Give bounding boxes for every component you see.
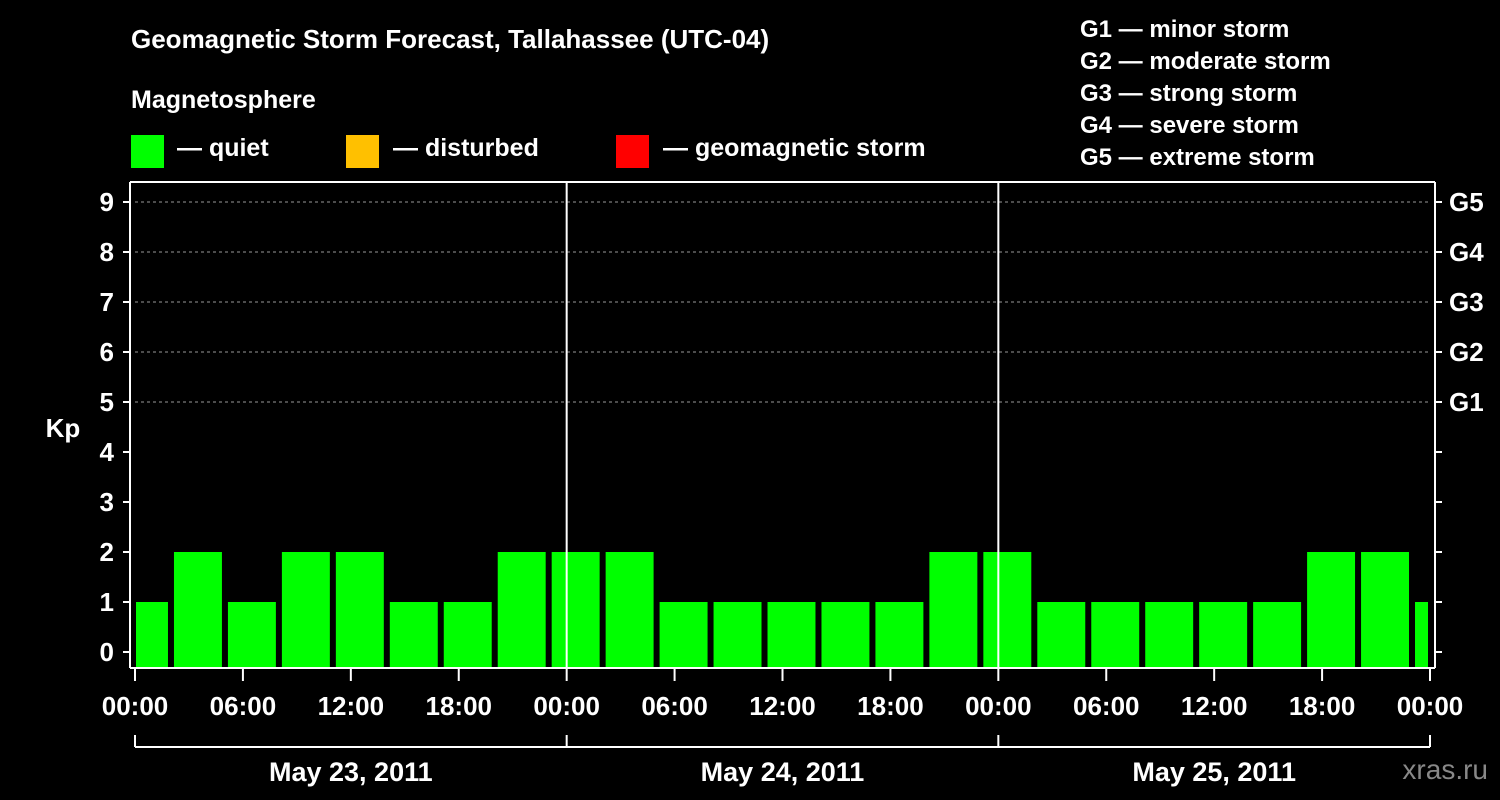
g-scale-item-g4: G4 — severe storm	[1080, 112, 1299, 139]
y-tick-label-7: 7	[100, 287, 114, 317]
x-tick-label-8: 00:00	[965, 691, 1032, 721]
x-tick-label-7: 18:00	[857, 691, 924, 721]
kp-bar-19	[1145, 602, 1194, 668]
kp-bar-7	[497, 552, 546, 668]
x-tick-label-6: 12:00	[749, 691, 816, 721]
kp-bar-17	[1037, 602, 1086, 668]
g-level-label-g4: G4	[1449, 237, 1484, 267]
legend-swatch-storm	[616, 135, 649, 168]
x-tick-label-5: 06:00	[641, 691, 708, 721]
kp-bar-6	[443, 602, 492, 668]
x-tick-label-0: 00:00	[102, 691, 169, 721]
x-tick-label-12: 00:00	[1397, 691, 1464, 721]
legend-heading: Magnetosphere	[131, 86, 316, 114]
y-tick-label-3: 3	[100, 487, 114, 517]
kp-bar-5	[389, 602, 438, 668]
x-tick-label-1: 06:00	[210, 691, 277, 721]
kp-bar-22	[1307, 552, 1356, 668]
kp-bar-24	[1415, 602, 1428, 668]
x-tick-label-2: 12:00	[318, 691, 385, 721]
chart-title: Geomagnetic Storm Forecast, Tallahassee …	[131, 24, 770, 54]
kp-bar-20	[1199, 602, 1248, 668]
x-tick-label-3: 18:00	[426, 691, 493, 721]
x-tick-label-11: 18:00	[1289, 691, 1356, 721]
g-level-label-g3: G3	[1449, 287, 1484, 317]
g-scale-item-g3: G3 — strong storm	[1080, 80, 1298, 107]
legend-swatch-disturbed	[346, 135, 379, 168]
x-tick-label-10: 12:00	[1181, 691, 1248, 721]
y-tick-label-8: 8	[100, 237, 114, 267]
x-tick-label-4: 00:00	[533, 691, 600, 721]
kp-bar-4	[335, 552, 384, 668]
kp-bar-10	[659, 602, 708, 668]
kp-bar-18	[1091, 602, 1140, 668]
kp-bar-23	[1361, 552, 1410, 668]
axes: 0 1 2 3 4 5 6 7 8 9 G1 G2 G3 G4 G5 00:00 06:00 12:00 18:00…	[100, 181, 1484, 787]
g-level-label-g2: G2	[1449, 337, 1484, 367]
y-tick-label-1: 1	[100, 587, 114, 617]
kp-bar-13	[821, 602, 870, 668]
legend-swatch-quiet	[131, 135, 164, 168]
y-tick-label-2: 2	[100, 537, 114, 567]
kp-bar-11	[713, 602, 762, 668]
kp-bar-14	[875, 602, 924, 668]
legend-label-disturbed: — disturbed	[393, 134, 539, 162]
kp-bar-0	[136, 602, 168, 668]
kp-bar-16	[983, 552, 1032, 668]
y-axis-label: Kp	[46, 413, 81, 443]
day-label-2: May 25, 2011	[1132, 757, 1296, 787]
legend-label-quiet: — quiet	[177, 134, 269, 162]
day-label-1: May 24, 2011	[701, 757, 865, 787]
kp-bars	[136, 552, 1428, 668]
g-scale-item-g1: G1 — minor storm	[1080, 16, 1290, 43]
g-scale-item-g2: G2 — moderate storm	[1080, 48, 1331, 75]
kp-bar-3	[281, 552, 330, 668]
kp-bar-8	[551, 552, 600, 668]
legend-label-storm: — geomagnetic storm	[663, 134, 926, 162]
kp-bar-2	[227, 602, 276, 668]
g-scale-item-g5: G5 — extreme storm	[1080, 144, 1315, 171]
kp-bar-1	[173, 552, 222, 668]
kp-bar-21	[1253, 602, 1302, 668]
g-level-label-g1: G1	[1449, 387, 1484, 417]
day-label-0: May 23, 2011	[269, 757, 433, 787]
kp-bar-15	[929, 552, 978, 668]
gridlines	[135, 201, 1430, 403]
y-tick-label-6: 6	[100, 337, 114, 367]
watermark: xras.ru	[1402, 754, 1488, 785]
y-tick-label-0: 0	[100, 637, 114, 667]
kp-bar-9	[605, 552, 654, 668]
kp-bar-12	[767, 602, 816, 668]
y-tick-label-4: 4	[100, 437, 115, 467]
y-tick-label-9: 9	[100, 187, 114, 217]
y-tick-label-5: 5	[100, 387, 114, 417]
g-level-label-g5: G5	[1449, 187, 1484, 217]
x-tick-label-9: 06:00	[1073, 691, 1140, 721]
